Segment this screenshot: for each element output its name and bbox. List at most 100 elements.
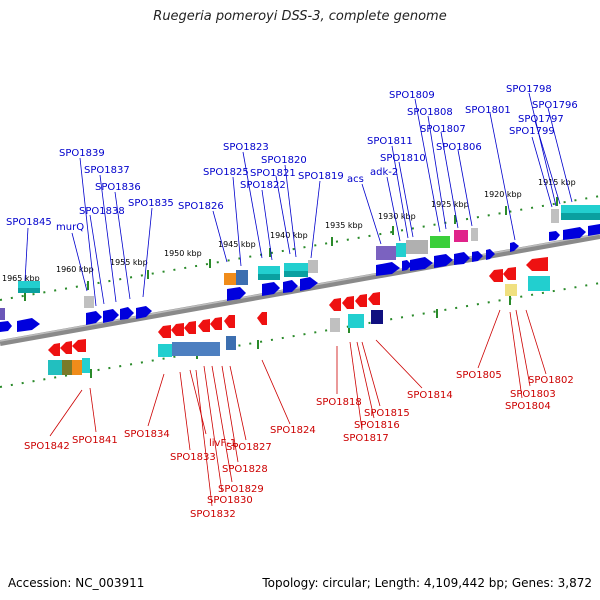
domain-block	[158, 344, 172, 357]
gene-arrow-reverse[interactable]	[210, 317, 222, 330]
gene-label[interactable]: SPO1807	[420, 124, 466, 135]
gene-label[interactable]: SPO1821	[250, 168, 296, 179]
gene-arrow-reverse[interactable]	[368, 292, 380, 305]
gene-arrow-forward[interactable]	[86, 311, 102, 325]
gene-arrow-forward[interactable]	[262, 282, 280, 296]
gene-arrow-forward[interactable]	[472, 251, 483, 262]
gene-label[interactable]: SPO1819	[298, 171, 344, 182]
gene-arrow-forward[interactable]	[588, 224, 600, 236]
gene-arrow-forward[interactable]	[103, 309, 119, 323]
gene-arrow-reverse[interactable]	[355, 294, 367, 307]
gene-arrow-reverse[interactable]	[72, 339, 86, 352]
gene-label[interactable]: SPO1836	[95, 182, 141, 193]
reverse-gene-labels: SPO1842 SPO1841 SPO1834 SPO1833 livF-1 S…	[24, 370, 574, 520]
gene-arrow-forward[interactable]	[434, 254, 453, 268]
domain-block	[172, 342, 220, 356]
gene-label[interactable]: SPO1818	[316, 397, 362, 408]
domain-block	[406, 240, 428, 254]
kbp-label: 1965 kbp	[2, 274, 40, 283]
gene-label[interactable]: SPO1809	[389, 90, 435, 101]
kbp-labels: 1965 kbp 1960 kbp 1955 kbp 1950 kbp 1945…	[2, 178, 576, 283]
gene-label[interactable]: SPO1816	[354, 420, 400, 431]
gene-arrow-reverse[interactable]	[224, 315, 235, 328]
gene-arrow-forward[interactable]	[486, 249, 495, 260]
gene-label[interactable]: SPO1797	[518, 114, 564, 125]
domain-block	[561, 205, 600, 213]
kbp-label: 1930 kbp	[378, 212, 416, 221]
gene-arrow-reverse[interactable]	[184, 321, 196, 334]
domain-block	[62, 360, 72, 375]
gene-label[interactable]: SPO1829	[218, 484, 264, 495]
gene-label[interactable]: SPO1814	[407, 390, 453, 401]
gene-label[interactable]: SPO1817	[343, 433, 389, 444]
gene-arrow-forward[interactable]	[454, 252, 470, 265]
gene-label[interactable]: SPO1834	[124, 429, 170, 440]
gene-arrow-forward[interactable]	[300, 277, 318, 291]
gene-arrow-reverse[interactable]	[329, 298, 341, 311]
gene-arrow-forward[interactable]	[136, 306, 152, 319]
gene-label[interactable]: SPO1832	[190, 509, 236, 520]
gene-label[interactable]: SPO1801	[465, 105, 511, 116]
gene-label[interactable]: SPO1842	[24, 441, 70, 452]
gene-label[interactable]: SPO1804	[505, 401, 551, 412]
gene-arrow-forward[interactable]	[402, 260, 412, 271]
gene-label[interactable]: SPO1802	[528, 375, 574, 386]
gene-label[interactable]: SPO1799	[509, 126, 555, 137]
gene-label[interactable]: SPO1823	[223, 142, 269, 153]
gene-arrow-forward[interactable]	[227, 287, 246, 301]
domain-block	[18, 281, 40, 288]
kbp-label: 1960 kbp	[56, 265, 94, 274]
gene-label[interactable]: acs	[347, 174, 364, 185]
gene-arrow-forward[interactable]	[563, 227, 586, 240]
gene-label[interactable]: SPO1796	[532, 100, 578, 111]
gene-label[interactable]: SPO1822	[240, 180, 286, 191]
domain-block	[284, 263, 308, 271]
gene-label[interactable]: SPO1824	[270, 425, 316, 436]
gene-label[interactable]: livF-1	[209, 438, 236, 449]
gene-label[interactable]: SPO1820	[261, 155, 307, 166]
gene-label[interactable]: SPO1806	[436, 142, 482, 153]
gene-arrow-forward[interactable]	[410, 257, 433, 271]
gene-label[interactable]: adk-2	[370, 167, 398, 178]
gene-label[interactable]: SPO1841	[72, 435, 118, 446]
gene-arrow-reverse[interactable]	[257, 312, 267, 325]
gene-label[interactable]: SPO1803	[510, 389, 556, 400]
reverse-domains	[48, 276, 550, 375]
gene-label[interactable]: SPO1845	[6, 217, 52, 228]
gene-label[interactable]: SPO1830	[207, 495, 253, 506]
gene-label[interactable]: SPO1805	[456, 370, 502, 381]
gene-label[interactable]: SPO1833	[170, 452, 216, 463]
gene-arrow-forward[interactable]	[376, 262, 400, 276]
gene-label[interactable]: SPO1838	[79, 206, 125, 217]
gene-arrow-forward[interactable]	[510, 242, 519, 252]
gene-arrow-forward[interactable]	[283, 280, 298, 293]
gene-arrow-reverse[interactable]	[489, 269, 503, 282]
gene-arrow-reverse[interactable]	[198, 319, 210, 332]
gene-label[interactable]: SPO1810	[380, 153, 426, 164]
gene-label[interactable]: SPO1837	[84, 165, 130, 176]
gene-arrow-reverse[interactable]	[60, 341, 72, 354]
gene-label[interactable]: SPO1825	[203, 167, 249, 178]
gene-arrow-reverse[interactable]	[171, 323, 184, 336]
gene-label[interactable]: SPO1798	[506, 84, 552, 95]
gene-label[interactable]: SPO1828	[222, 464, 268, 475]
gene-label[interactable]: SPO1827	[226, 442, 272, 453]
gene-label[interactable]: SPO1835	[128, 198, 174, 209]
gene-label[interactable]: SPO1839	[59, 148, 105, 159]
domain-block	[505, 284, 517, 296]
gene-arrow-reverse[interactable]	[158, 325, 171, 338]
gene-arrow-forward[interactable]	[0, 321, 12, 332]
gene-arrow-forward[interactable]	[120, 307, 134, 320]
gene-arrow-reverse[interactable]	[48, 343, 60, 356]
gene-label[interactable]: SPO1811	[367, 136, 413, 147]
gene-label[interactable]: SPO1826	[178, 201, 224, 212]
gene-arrow-reverse[interactable]	[342, 296, 354, 309]
gene-arrow-reverse[interactable]	[503, 267, 516, 280]
gene-arrow-forward[interactable]	[549, 231, 560, 241]
kbp-label: 1920 kbp	[484, 190, 522, 199]
gene-label[interactable]: murQ	[56, 222, 84, 233]
gene-label[interactable]: SPO1808	[407, 107, 453, 118]
gene-arrow-reverse[interactable]	[526, 257, 548, 271]
gene-label[interactable]: SPO1815	[364, 408, 410, 419]
gene-arrow-forward[interactable]	[17, 318, 40, 332]
